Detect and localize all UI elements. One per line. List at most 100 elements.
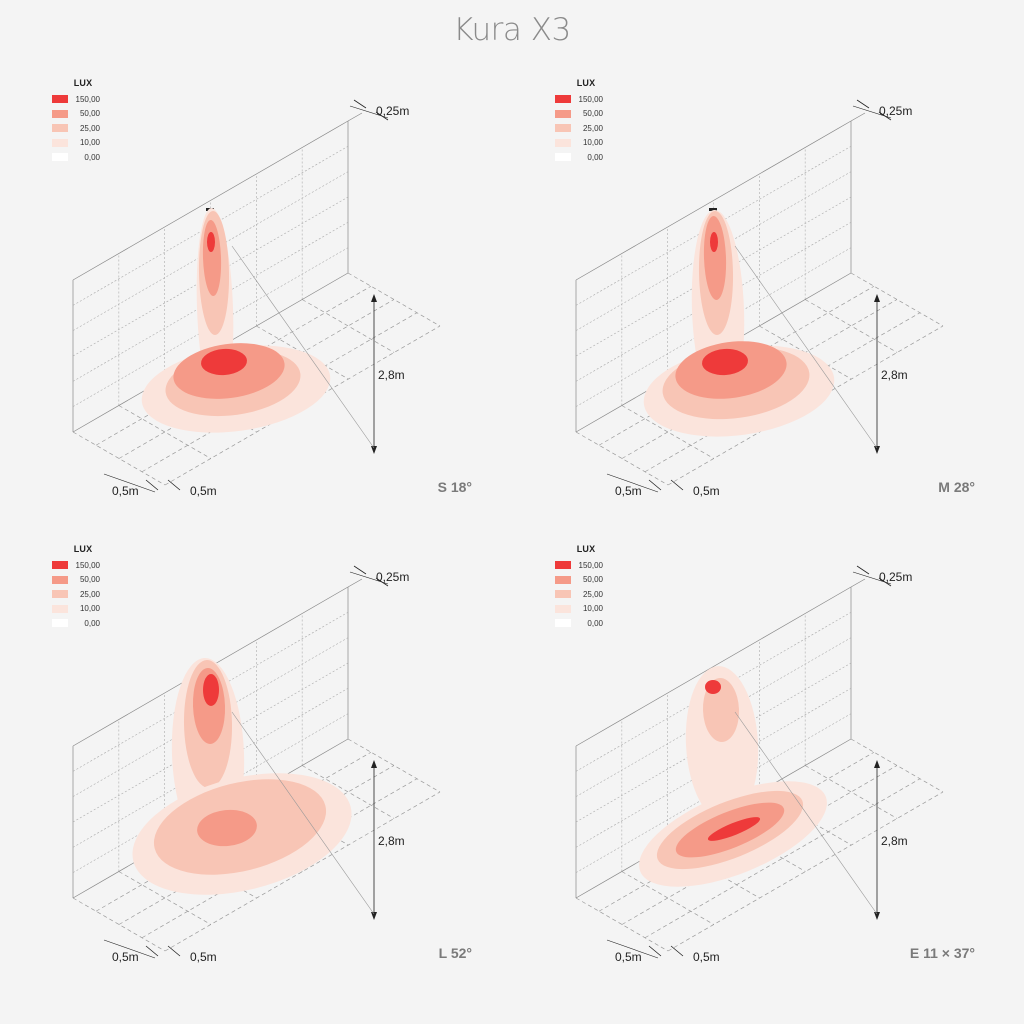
wall-offset-label: 0,25m [376, 570, 409, 584]
grid-line [575, 171, 852, 331]
grid-line [850, 272, 944, 327]
grid-line [850, 578, 866, 588]
legend-swatch [52, 153, 68, 162]
dimension-lines [103, 565, 389, 959]
page-title: Kura X3 [453, 12, 571, 48]
grid-line [72, 431, 166, 486]
grid-line [72, 146, 349, 306]
legend-header: LUX [73, 78, 93, 88]
grid-line [347, 112, 363, 122]
room-grid [72, 578, 441, 952]
grid-line [164, 325, 441, 486]
lux-legend: LUX 150,00 50,00 25,00 10,00 0,00 [52, 544, 122, 631]
legend-row: 25,00 [555, 121, 625, 136]
offset-tick [375, 577, 389, 587]
grid-line [72, 612, 349, 772]
room-grid [72, 112, 441, 486]
legend-row: 50,00 [52, 573, 122, 588]
legend-value: 25,00 [79, 589, 100, 599]
legend-value: 50,00 [79, 575, 100, 585]
legend-value: 25,00 [79, 123, 100, 133]
arrow-icon [371, 760, 377, 768]
legend-header: LUX [73, 544, 93, 554]
grid-line [759, 325, 852, 380]
grid-line [575, 612, 852, 772]
grid-line [347, 578, 363, 588]
grid-line [347, 738, 441, 793]
offset-tick [878, 111, 892, 121]
legend-swatch [555, 109, 571, 118]
grid-dimension-line [606, 939, 659, 959]
grid-line [72, 171, 349, 331]
grid-tick [648, 945, 662, 957]
wall-offset-label: 0,25m [376, 104, 409, 118]
grid-line [141, 312, 418, 473]
grid-line [118, 871, 212, 925]
legend-value: 25,00 [582, 589, 603, 599]
legend-value: 150,00 [75, 560, 100, 570]
legend-value: 50,00 [582, 575, 603, 585]
arrow-icon [874, 446, 880, 454]
room-grid [575, 578, 944, 952]
offset-tick [375, 111, 389, 121]
isometric-diagram: 0,25m 2,8m 0,5m 0,5m E 11 × 37° [575, 565, 975, 964]
grid-line [598, 751, 875, 912]
diagram-panel-e: LUX 150,00 50,00 25,00 10,00 0,00 0,25m … [503, 544, 1015, 1010]
legend-value: 150,00 [75, 94, 100, 104]
arrow-icon [371, 446, 377, 454]
grid-line [72, 222, 349, 382]
legend-value: 10,00 [79, 138, 100, 148]
grid-line [621, 765, 898, 925]
offset-tick [353, 99, 367, 109]
grid-line [667, 791, 944, 952]
wall-contour-50 [703, 216, 727, 300]
isometric-diagram: 0,25m 2,8m 0,5m 0,5m M 28° [575, 99, 975, 498]
legend-row: 150,00 [52, 92, 122, 107]
arrow-icon [371, 294, 377, 302]
wall-offset-label: 0,25m [879, 104, 912, 118]
grid-dimension-line [103, 473, 156, 493]
guide-line [231, 711, 375, 915]
legend-swatch [555, 95, 571, 104]
floor-contour-150 [201, 348, 247, 376]
legend-row: 50,00 [555, 107, 625, 122]
legend-row: 150,00 [52, 558, 122, 573]
wall-contour-150 [203, 674, 219, 706]
grid-y-label: 0,5m [190, 950, 217, 964]
isometric-diagram: 0,25m 2,8m 0,5m 0,5m S 18° [72, 99, 472, 498]
legend-value: 50,00 [79, 109, 100, 119]
grid-x-label: 0,5m [615, 950, 642, 964]
light-distribution [132, 658, 352, 895]
grid-dimension-line [103, 939, 156, 959]
grid-line [256, 325, 349, 380]
grid-tick [670, 945, 684, 957]
legend-row: 10,00 [555, 136, 625, 151]
legend-swatch [52, 561, 68, 570]
legend-swatch [555, 590, 571, 599]
guide-line [734, 245, 878, 449]
legend-row: 0,00 [52, 616, 122, 631]
grid-line [575, 120, 852, 281]
grid-tick [670, 479, 684, 491]
grid-line [141, 778, 418, 939]
legend-row: 0,00 [555, 616, 625, 631]
diagram-panel-m: LUX 150,00 50,00 25,00 10,00 0,00 0,25m … [503, 78, 1015, 544]
legend-value: 10,00 [79, 604, 100, 614]
offset-tick [856, 99, 870, 109]
lux-legend: LUX 150,00 50,00 25,00 10,00 0,00 [555, 544, 625, 631]
grid-line [575, 662, 852, 823]
guide-line [734, 711, 878, 915]
legend-swatch [52, 109, 68, 118]
grid-tick [145, 945, 159, 957]
legend-value: 0,00 [587, 618, 603, 628]
grid-line [72, 637, 349, 797]
grid-line [72, 688, 349, 848]
legend-swatch [555, 138, 571, 147]
wall-contour-150 [710, 232, 718, 252]
grid-line [850, 112, 866, 122]
grid-line [72, 662, 349, 823]
optic-label: L 52° [439, 945, 472, 961]
arrow-icon [874, 912, 880, 920]
legend-swatch [52, 124, 68, 133]
floor-contour-50 [197, 809, 257, 847]
